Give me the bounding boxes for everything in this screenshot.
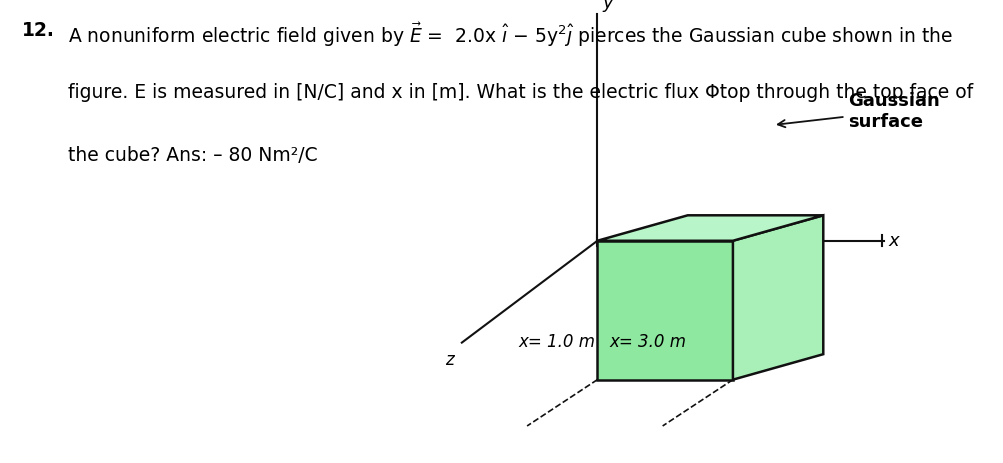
Text: figure. E is measured in [N/C] and x in [m]. What is the electric flux Φtop thro: figure. E is measured in [N/C] and x in … (68, 83, 973, 102)
Text: x= 3.0 m: x= 3.0 m (609, 333, 685, 351)
Polygon shape (597, 215, 822, 241)
Text: 12.: 12. (22, 21, 55, 40)
Text: A nonuniform electric field given by $\vec{E}$ =  2.0x $\hat{\imath}$ $-$ 5y$^{2: A nonuniform electric field given by $\v… (68, 21, 952, 49)
Polygon shape (732, 215, 822, 380)
Text: x: x (888, 232, 899, 250)
Text: the cube? Ans: – 80 Nm²/C: the cube? Ans: – 80 Nm²/C (68, 146, 318, 165)
Text: y: y (602, 0, 613, 12)
Polygon shape (597, 241, 732, 380)
Text: z: z (445, 351, 453, 369)
Text: x= 1.0 m: x= 1.0 m (519, 333, 595, 351)
Text: Gaussian
surface: Gaussian surface (777, 92, 939, 131)
